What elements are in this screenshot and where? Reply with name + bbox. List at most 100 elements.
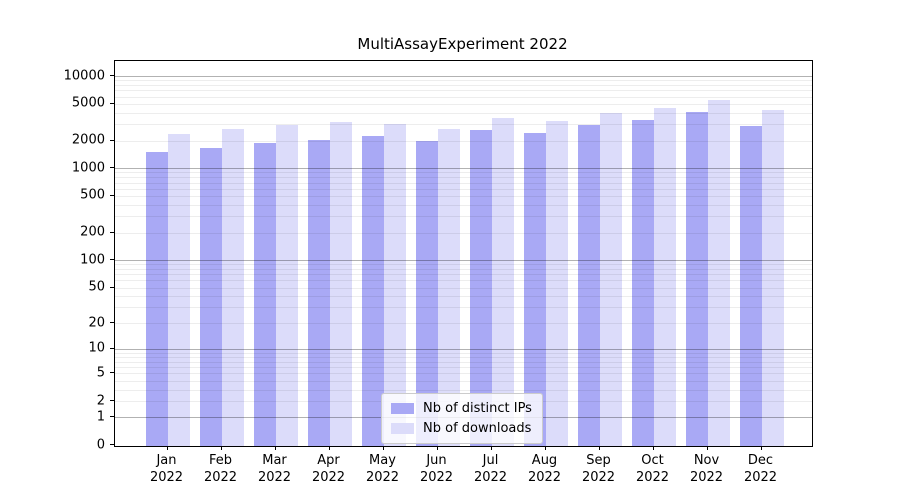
x-axis-tick (490, 446, 492, 450)
x-axis-tick-label: Mar 2022 (245, 452, 305, 486)
year-label: 2022 (689, 470, 724, 485)
bar-distinct-ips (253, 142, 276, 446)
x-axis-tick-label: Jul 2022 (461, 452, 521, 486)
y-axis-tick (110, 444, 114, 445)
y-axis-tick (110, 259, 114, 261)
gridline-major (115, 76, 812, 77)
gridline-minor (115, 264, 812, 266)
x-axis-tick (220, 446, 222, 450)
month-label: May (369, 453, 396, 468)
year-label: 2022 (257, 470, 292, 485)
month-label: Jun (426, 453, 447, 468)
y-axis-tick-label: 1 (96, 409, 105, 425)
bar-distinct-ips (199, 148, 222, 446)
x-axis-tick-label: Jun 2022 (407, 452, 467, 486)
gridline-minor (115, 296, 812, 298)
bars-layer (115, 61, 812, 446)
month-label: Jul (482, 453, 499, 468)
gridline-minor (115, 96, 812, 98)
gridline-minor (115, 307, 812, 309)
x-axis-tick-label: Feb 2022 (191, 452, 251, 486)
gridline-minor (115, 280, 812, 282)
gridline-minor (115, 195, 812, 197)
y-axis-tick (110, 322, 114, 323)
year-label: 2022 (365, 470, 400, 485)
bar-downloads (545, 121, 568, 446)
x-axis-tick-label: Oct 2022 (623, 452, 683, 486)
y-axis-tick (110, 286, 114, 288)
gridline-minor (115, 389, 812, 391)
gridline-minor (115, 84, 812, 86)
legend-label: Nb of downloads (423, 421, 532, 436)
month-label: Nov (693, 453, 720, 468)
gridline-minor (115, 204, 812, 206)
x-axis-tick (760, 446, 762, 450)
y-axis-tick-label: 500 (80, 187, 105, 203)
y-axis-tick-label: 5000 (71, 95, 105, 111)
y-axis-tick (110, 416, 114, 418)
legend-item: Nb of downloads (391, 421, 532, 436)
year-label: 2022 (473, 470, 508, 485)
legend-swatch-distinct-ips (391, 403, 414, 414)
year-label: 2022 (311, 470, 346, 485)
x-axis-tick-label: Sep 2022 (569, 452, 629, 486)
x-axis-tick-label: Aug 2022 (515, 452, 575, 486)
month-label: Feb (208, 453, 233, 468)
legend-label: Nb of distinct IPs (423, 401, 532, 416)
gridline-minor (115, 361, 812, 363)
gridline-minor (115, 90, 812, 92)
chart-title: MultiAssayExperiment 2022 (357, 35, 568, 53)
bar-downloads (275, 125, 298, 446)
y-axis-tick-label: 2 (96, 393, 105, 408)
x-axis-tick (436, 446, 438, 450)
gridline-minor (115, 274, 812, 276)
legend: Nb of distinct IPs Nb of downloads (381, 393, 543, 444)
month-label: Apr (317, 453, 340, 468)
gridline-minor (115, 112, 812, 114)
gridline-minor (115, 216, 812, 218)
x-axis-tick-label: Nov 2022 (677, 452, 737, 486)
y-axis-tick-label: 10 (88, 340, 105, 356)
y-axis-tick (110, 372, 114, 374)
gridline-minor (115, 373, 812, 375)
gridline-minor (115, 103, 812, 105)
x-axis-tick-label: Jan 2022 (137, 452, 197, 486)
bar-distinct-ips (631, 120, 654, 446)
y-axis-tick-label: 20 (88, 315, 105, 330)
y-axis-tick-label: 1000 (71, 160, 105, 176)
gridline-minor (115, 232, 812, 234)
year-label: 2022 (419, 470, 454, 485)
gridline-minor (115, 268, 812, 270)
y-axis-tick-label: 200 (80, 224, 105, 240)
y-axis-tick-label: 100 (80, 252, 105, 268)
year-label: 2022 (149, 470, 184, 485)
month-label: Sep (586, 453, 611, 468)
year-label: 2022 (581, 470, 616, 485)
month-label: Oct (641, 453, 664, 468)
x-axis-tick (544, 446, 546, 450)
year-label: 2022 (203, 470, 238, 485)
gridline-minor (115, 380, 812, 382)
gridline-minor (115, 352, 812, 354)
y-axis-tick (110, 231, 114, 233)
x-axis-tick (652, 446, 654, 450)
bar-distinct-ips (307, 140, 330, 446)
gridline-minor (115, 182, 812, 184)
y-axis-tick (110, 139, 114, 141)
month-label: Jan (156, 453, 177, 468)
plot-area: Nb of distinct IPs Nb of downloads (114, 60, 813, 447)
month-label: Mar (262, 453, 287, 468)
y-axis-tick (110, 102, 114, 104)
legend-item: Nb of distinct IPs (391, 401, 532, 416)
month-label: Dec (747, 453, 774, 468)
y-axis-tick-label: 10000 (63, 68, 105, 83)
bar-downloads (221, 128, 244, 446)
gridline-minor (115, 80, 812, 82)
bar-distinct-ips (577, 125, 600, 446)
x-axis-tick (706, 446, 708, 450)
y-axis-tick-label: 2000 (71, 132, 105, 148)
y-axis-tick-label: 0 (96, 437, 105, 452)
year-label: 2022 (527, 470, 562, 485)
bar-downloads (761, 109, 784, 446)
